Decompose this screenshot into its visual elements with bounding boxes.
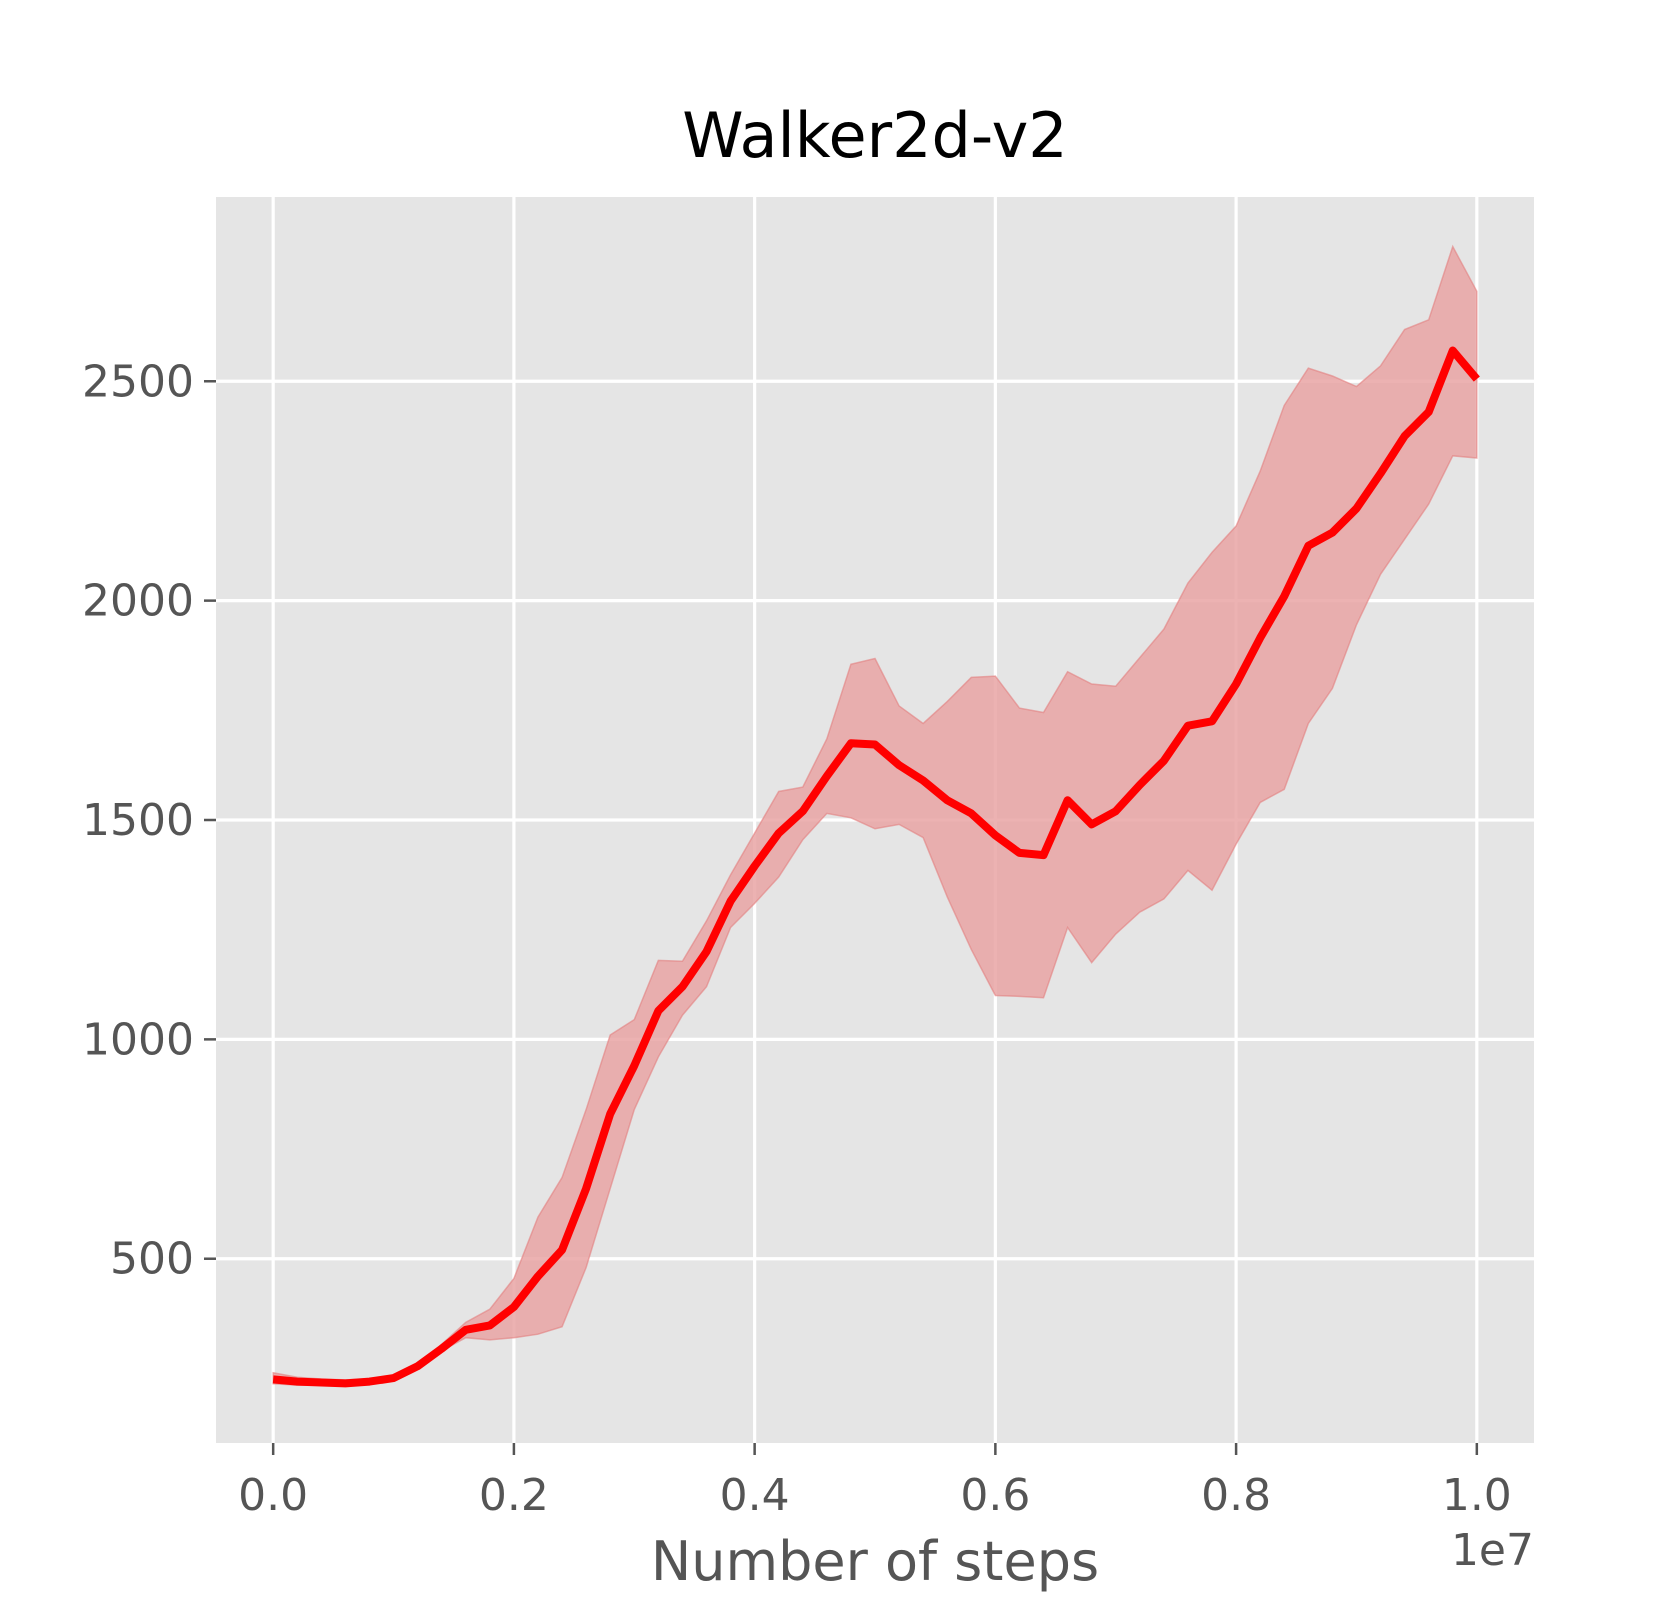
y-tick-label-3: 2000	[82, 576, 194, 627]
series-0-mean-line	[272, 346, 1480, 1388]
series-0-confidence-band	[272, 244, 1478, 1386]
x-tick-label-5: 1.0	[1442, 1470, 1512, 1521]
x-axis-ticks: 0.0 0.2 0.4 0.6 0.8 1.0	[238, 1443, 1512, 1521]
chart-title: Walker2d-v2	[682, 99, 1068, 172]
x-axis-label: Number of steps	[651, 1530, 1099, 1593]
y-tick-label-1: 1000	[82, 1014, 194, 1065]
x-tick-label-0: 0.0	[238, 1470, 308, 1521]
y-tick-label-4: 2500	[82, 356, 194, 407]
y-tick-label-0: 500	[110, 1234, 194, 1285]
x-tick-label-1: 0.2	[479, 1470, 549, 1521]
x-tick-label-4: 0.8	[1201, 1470, 1271, 1521]
confidence-band-layer	[272, 244, 1478, 1386]
y-axis-ticks: 500 1000 1500 2000 2500	[82, 356, 216, 1285]
y-tick-label-2: 1500	[82, 795, 194, 846]
x-axis-offset-label: 1e7	[1451, 1525, 1534, 1576]
x-tick-label-3: 0.6	[960, 1470, 1030, 1521]
series-line-layer	[272, 346, 1480, 1388]
x-tick-label-2: 0.4	[720, 1470, 790, 1521]
